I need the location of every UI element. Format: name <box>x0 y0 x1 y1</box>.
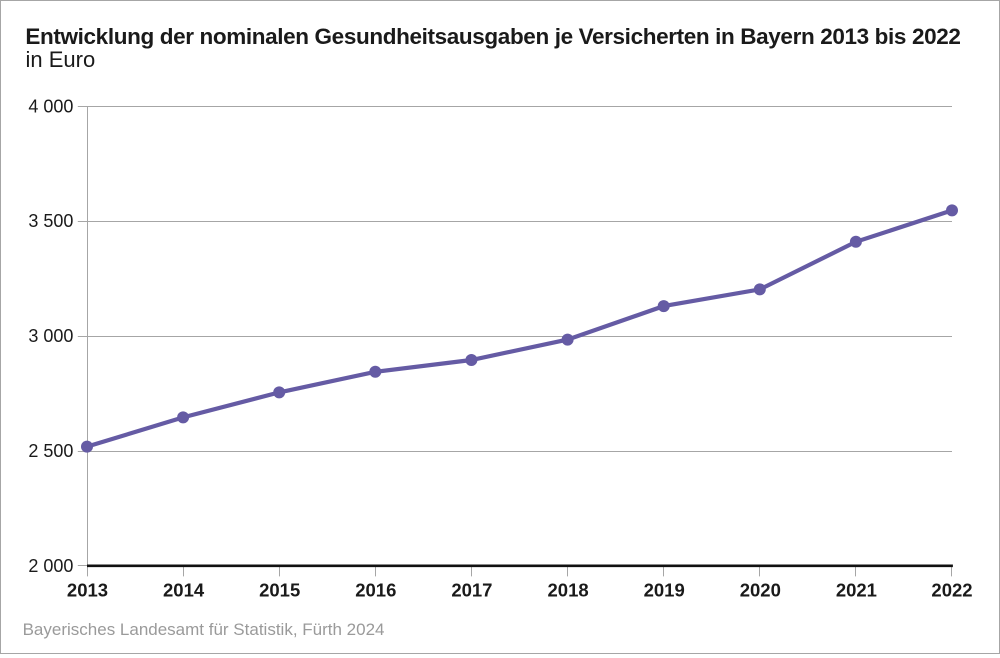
svg-text:2013: 2013 <box>67 580 108 601</box>
svg-text:2014: 2014 <box>163 580 205 601</box>
svg-text:2019: 2019 <box>644 580 685 601</box>
svg-text:2015: 2015 <box>259 580 300 601</box>
svg-text:2017: 2017 <box>451 580 492 601</box>
svg-text:3 500: 3 500 <box>28 211 73 231</box>
svg-text:2021: 2021 <box>836 580 877 601</box>
svg-text:in Euro: in Euro <box>26 47 96 72</box>
svg-text:2 500: 2 500 <box>28 441 73 461</box>
svg-text:2016: 2016 <box>355 580 396 601</box>
svg-text:3 000: 3 000 <box>28 326 73 346</box>
svg-text:2022: 2022 <box>931 580 972 601</box>
svg-text:2 000: 2 000 <box>28 556 73 576</box>
svg-text:Entwicklung der nominalen Gesu: Entwicklung der nominalen Gesundheitsaus… <box>25 24 960 49</box>
svg-text:2020: 2020 <box>740 580 781 601</box>
svg-text:4 000: 4 000 <box>28 96 73 116</box>
svg-text:Bayerisches Landesamt für Stat: Bayerisches Landesamt für Statistik, Für… <box>23 620 385 639</box>
svg-text:2018: 2018 <box>548 580 589 601</box>
